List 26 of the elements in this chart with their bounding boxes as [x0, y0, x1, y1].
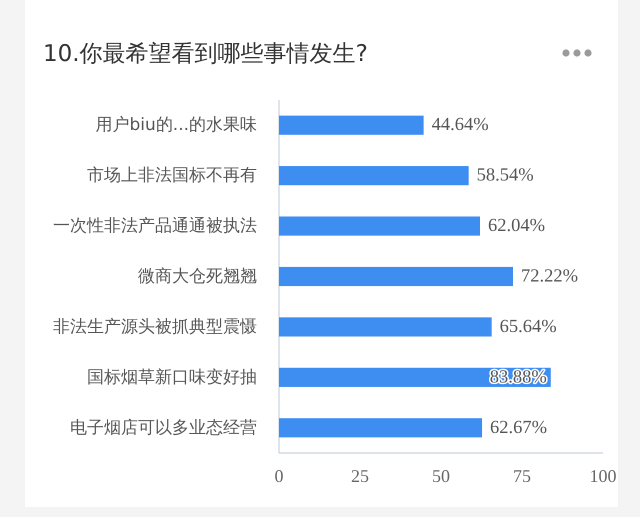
data-label: 65.64%: [500, 316, 557, 337]
bar: [279, 116, 424, 135]
x-tick-label: 0: [274, 466, 284, 486]
y-tick-label: 非法生产源头被抓典型震慑: [53, 316, 257, 337]
y-tick-label: 市场上非法国标不再有: [87, 166, 257, 186]
y-tick-label: 微商大仓死翘翘: [138, 266, 257, 286]
bar: [279, 266, 513, 286]
x-tick-label: 75: [513, 466, 531, 486]
x-tick-label: 25: [351, 466, 369, 486]
data-label: 72.22%: [520, 266, 578, 286]
chart-title: 10.你最希望看到哪些事情发生?: [43, 41, 368, 67]
data-label: 62.67%: [490, 418, 548, 438]
data-label: 62.04%: [488, 216, 546, 236]
y-tick-label: 国标烟草新口味变好抽: [87, 367, 257, 388]
y-tick-label: 用户biu的...的水果味: [96, 115, 257, 136]
data-label: 44.64%: [432, 115, 489, 136]
x-tick-label: 50: [432, 466, 450, 486]
bar: [279, 166, 469, 186]
y-tick-label: 电子烟店可以多业态经营: [70, 418, 257, 438]
data-label: 83.88%: [490, 367, 547, 388]
x-tick-label: 100: [590, 466, 616, 486]
bar: [279, 418, 482, 438]
y-tick-label: 一次性非法产品通通被执法: [53, 216, 257, 236]
bar: [279, 216, 480, 236]
bar: [279, 317, 492, 337]
data-label: 58.54%: [476, 166, 534, 186]
